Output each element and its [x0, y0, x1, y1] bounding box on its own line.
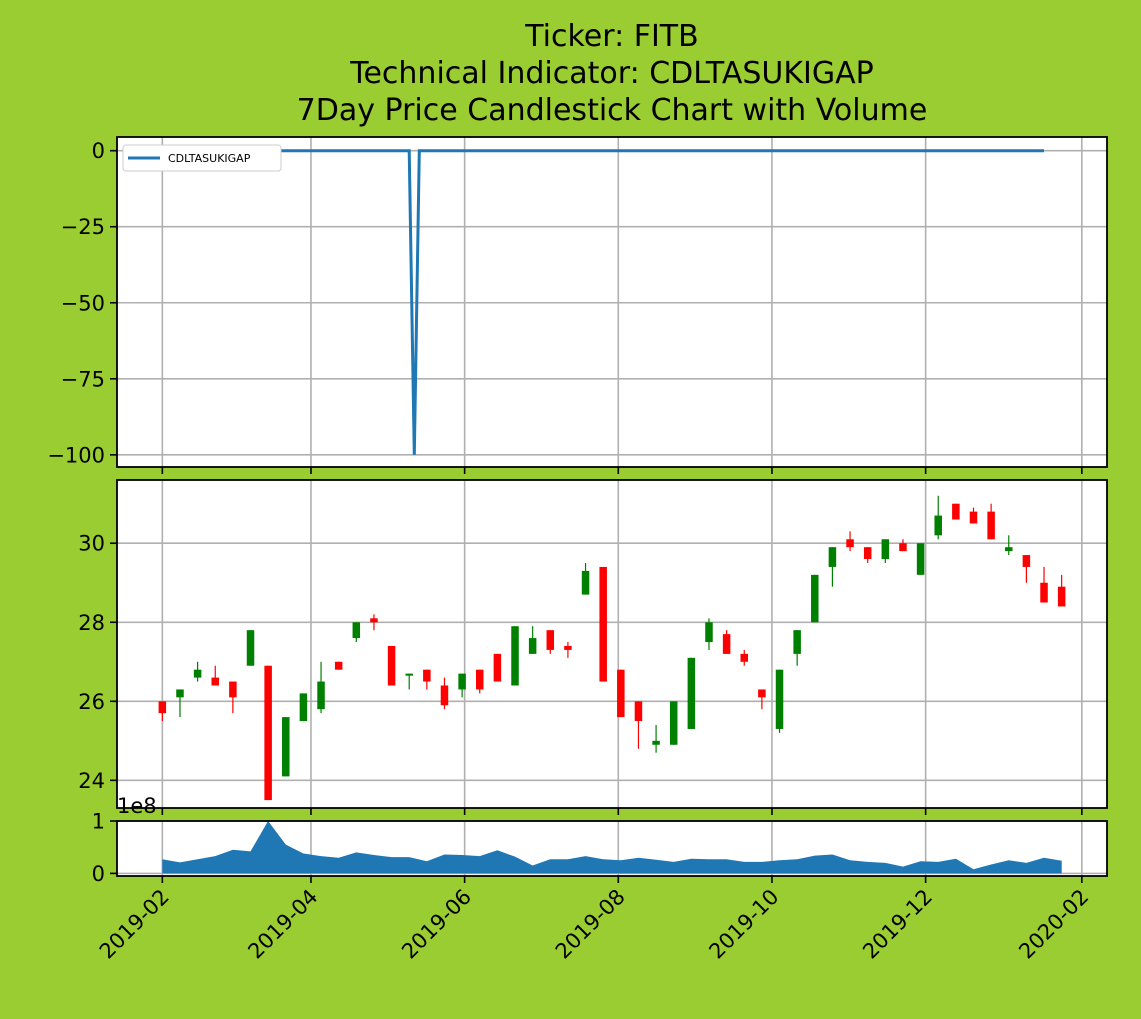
candle-body [722, 634, 731, 654]
candle-body [493, 653, 502, 682]
candle-body [599, 566, 607, 682]
candle-body [1057, 586, 1066, 607]
candle-body [687, 657, 696, 729]
candle-body [863, 547, 872, 560]
candle-body [969, 511, 978, 524]
candlestick-panel: 24 26 28 30 [78, 479, 1108, 815]
y-tick-label: −50 [61, 291, 105, 315]
candle-body [352, 622, 361, 639]
candle-body [282, 717, 290, 777]
series-line-cdltasukigap [127, 149, 1044, 455]
candle-body [775, 669, 784, 729]
candle-body [899, 543, 907, 552]
candle-body [987, 511, 995, 540]
candle-body [158, 701, 167, 714]
candle-body [317, 681, 325, 710]
candle-body [740, 653, 749, 662]
plot-frame [116, 136, 1108, 468]
candle-body [793, 630, 801, 654]
x-tick-label: 2019-10 [704, 885, 783, 964]
candle-body [511, 626, 519, 686]
y-tick-label: 30 [78, 532, 105, 556]
candle-body [881, 539, 890, 560]
candle-body [564, 645, 572, 650]
candle-body [423, 669, 431, 682]
y-tick-label: 28 [78, 611, 105, 635]
candle-body [458, 673, 466, 690]
candle-body [405, 673, 413, 676]
candle-body [669, 701, 678, 745]
candle-body [387, 645, 396, 686]
y-tick-label: 0 [92, 862, 105, 886]
candle-body [246, 630, 255, 666]
x-tick-label: 2019-02 [95, 885, 174, 964]
candle-body [811, 574, 819, 623]
candle-body [916, 543, 925, 575]
x-tick-label: 2019-04 [243, 885, 322, 964]
y-offset-label: 1e8 [117, 794, 157, 818]
legend-box [122, 144, 282, 172]
candle-body [546, 630, 555, 650]
candle-body [370, 618, 378, 623]
candle-body [475, 669, 484, 690]
candle-body [1040, 582, 1048, 603]
candle-body [229, 681, 237, 698]
candle-body [934, 515, 942, 536]
y-tick-label: 1 [92, 810, 105, 834]
x-tick-label: 2019-06 [397, 885, 476, 964]
candle-body [299, 693, 308, 722]
candle-body [634, 701, 643, 722]
legend: CDLTASUKIGAP [122, 144, 282, 172]
x-tick-label: 2019-12 [858, 885, 937, 964]
y-tick-label: 24 [78, 769, 105, 793]
candle-body [652, 740, 660, 745]
plot-frame [116, 479, 1108, 809]
candle-body [581, 570, 590, 595]
indicator-panel: 0 −25 −50 −75 −100 CDLTASUKIGAP [47, 136, 1108, 474]
candle-body [828, 547, 837, 567]
volume-area [162, 821, 1062, 874]
y-tick-label: 26 [78, 690, 105, 714]
candle-body [528, 638, 537, 654]
candle-body [758, 689, 766, 698]
candle-body [211, 677, 219, 686]
candle-body [1005, 547, 1013, 552]
y-tick-label: −75 [61, 367, 105, 391]
title-line: 7Day Price Candlestick Chart with Volume [297, 93, 928, 128]
candle-body [952, 503, 960, 520]
y-tick-label: −100 [47, 443, 105, 467]
x-tick-label: 2019-08 [551, 885, 630, 964]
plot-frame [116, 820, 1108, 877]
title-line: Ticker: FITB [524, 19, 698, 54]
x-tick-label: 2020-02 [1014, 885, 1093, 964]
candle-body [705, 622, 713, 643]
candle-body [440, 685, 449, 706]
candle-body [176, 689, 184, 698]
candle-body [617, 669, 625, 718]
legend-label: CDLTASUKIGAP [168, 152, 251, 165]
title-line: Technical Indicator: CDLTASUKIGAP [349, 56, 874, 91]
candle-body [264, 665, 272, 801]
y-tick-label: 0 [92, 139, 105, 163]
candle-body [1022, 555, 1031, 567]
candle-body [334, 661, 343, 670]
plot-area [117, 480, 1107, 808]
volume-panel: 0 1 1e8 2019-02 2019-04 2019-06 2019-08 2019-10… [92, 794, 1108, 964]
candle-body [193, 669, 202, 678]
candle-body [846, 539, 854, 548]
y-tick-label: −25 [61, 215, 105, 239]
